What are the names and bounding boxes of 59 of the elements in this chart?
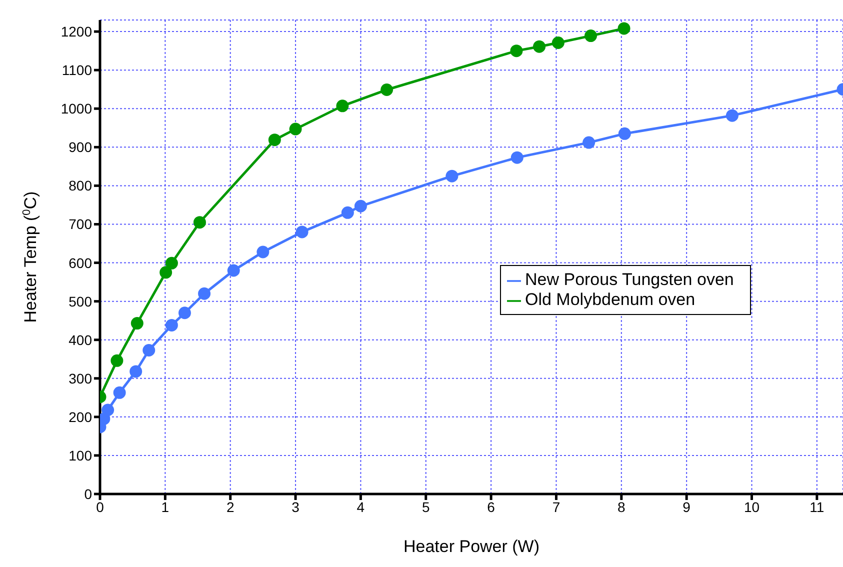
- y-tick-label: 900: [68, 139, 92, 156]
- point: [336, 100, 349, 112]
- x-tick-label: 4: [356, 498, 365, 515]
- y-tick-label: 1100: [62, 62, 92, 78]
- x-tick-label: 8: [618, 498, 626, 515]
- x-tick-label: 7: [552, 498, 560, 515]
- y-tick-label: 400: [68, 332, 92, 348]
- x-tick-label: 0: [96, 498, 104, 515]
- point: [446, 170, 458, 182]
- x-tick-label: 9: [682, 498, 691, 515]
- point: [296, 226, 308, 238]
- y-tick-label: 1000: [60, 100, 92, 117]
- y-tick-label: 500: [68, 293, 92, 310]
- point: [618, 22, 630, 35]
- point: [165, 318, 178, 332]
- point: [533, 40, 546, 53]
- point: [130, 365, 142, 378]
- point: [552, 36, 564, 49]
- point: [193, 216, 206, 229]
- y-tick-label: 1200: [60, 24, 92, 40]
- x-tick-label: 6: [487, 498, 496, 515]
- legend-label: Old Molybdenum oven: [525, 290, 696, 309]
- point: [227, 264, 240, 277]
- legend-label: New Porous Tungsten oven: [525, 270, 734, 289]
- point: [198, 287, 211, 300]
- point: [618, 127, 631, 140]
- point: [510, 151, 524, 164]
- point: [726, 109, 738, 122]
- point: [165, 256, 178, 270]
- y-tick-label: 0: [84, 486, 92, 502]
- point: [510, 44, 523, 58]
- point: [289, 122, 302, 136]
- point: [582, 136, 596, 149]
- x-tick-label: 11: [810, 498, 824, 515]
- y-tick-label: 200: [68, 408, 92, 425]
- point: [268, 134, 281, 146]
- point: [354, 200, 367, 212]
- x-axis-title: Heater Power (W): [403, 537, 540, 556]
- y-tick-label: 800: [68, 178, 92, 194]
- point: [584, 30, 598, 42]
- y-tick-label: 700: [68, 216, 92, 232]
- y-tick-label: 300: [68, 370, 92, 386]
- point: [256, 246, 270, 258]
- point: [341, 206, 354, 219]
- x-tick-label: 2: [226, 498, 234, 515]
- y-tick-label: 600: [68, 254, 92, 271]
- x-tick-label: 1: [161, 498, 170, 515]
- x-tick-label: 10: [744, 498, 760, 515]
- point: [130, 317, 144, 330]
- y-tick-label: 100: [68, 447, 92, 464]
- x-tick-label: 5: [422, 498, 430, 515]
- point: [178, 306, 191, 320]
- point: [110, 354, 124, 367]
- point: [102, 404, 114, 416]
- point: [380, 84, 394, 96]
- x-tick-label: 3: [292, 498, 300, 515]
- point: [113, 386, 126, 399]
- point: [142, 344, 156, 357]
- point: [160, 266, 172, 279]
